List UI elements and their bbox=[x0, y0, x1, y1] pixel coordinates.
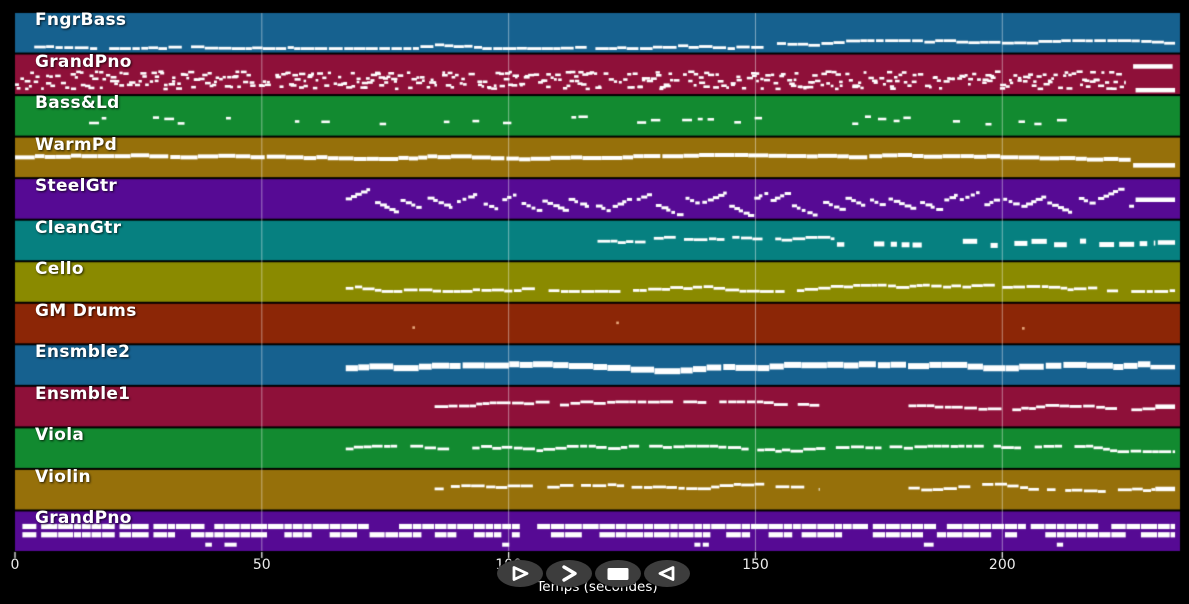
x-tick-label: 50 bbox=[252, 557, 271, 573]
stop-icon bbox=[607, 567, 629, 580]
fast-forward-icon bbox=[562, 565, 577, 582]
transport-controls bbox=[497, 560, 690, 587]
fast-forward-button[interactable] bbox=[546, 560, 592, 587]
x-tick-label: 150 bbox=[742, 557, 769, 573]
x-tick-label: 0 bbox=[10, 557, 20, 573]
x-tick-label: 200 bbox=[988, 557, 1016, 573]
play-outline-icon bbox=[512, 566, 529, 581]
rewind-icon bbox=[658, 566, 675, 581]
stop-button[interactable] bbox=[595, 560, 641, 587]
play-button[interactable] bbox=[497, 560, 543, 587]
rewind-button[interactable] bbox=[644, 560, 690, 587]
